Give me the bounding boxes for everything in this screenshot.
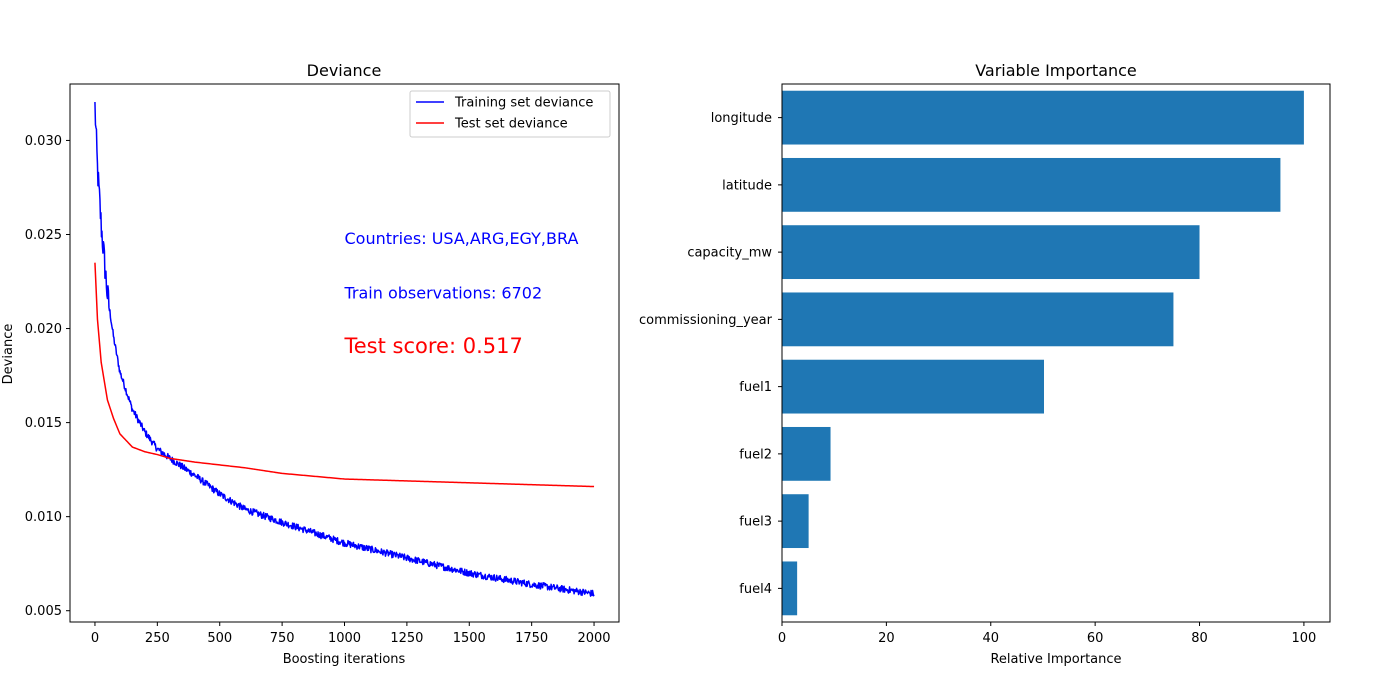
deviance-x-tick-label: 0: [91, 631, 99, 646]
deviance-legend: Training set deviance Test set deviance: [409, 90, 611, 138]
deviance-y-tick-label: 0.025: [25, 228, 62, 243]
importance-x-tick-label: 40: [982, 631, 999, 646]
importance-x-tick-label: 80: [1191, 631, 1208, 646]
deviance-chart-title: Deviance: [307, 61, 382, 80]
importance-x-tick-label: 100: [1291, 631, 1316, 646]
deviance-annotations: Countries: USA,ARG,EGY,BRA Train observat…: [344, 229, 579, 358]
importance-category-label: fuel3: [739, 515, 772, 530]
deviance-annotation-1: Train observations: 6702: [344, 283, 543, 302]
importance-x-axis-label: Relative Importance: [990, 652, 1121, 667]
importance-x-tick-label: 20: [878, 631, 895, 646]
deviance-x-axis: 0 250 500 750 1000 1250 1500 1750 2000: [91, 622, 611, 646]
importance-category-label: fuel4: [739, 582, 772, 597]
deviance-y-tick-label: 0.030: [25, 134, 62, 149]
deviance-y-axis: 0.005 0.010 0.015 0.020 0.025 0.030: [25, 134, 70, 619]
importance-bar-fuel3: [782, 494, 809, 549]
importance-x-tick-label: 0: [778, 631, 786, 646]
importance-bar-fuel1: [782, 359, 1044, 414]
deviance-x-tick-label: 2000: [577, 631, 610, 646]
importance-category-label: capacity_mw: [687, 246, 772, 261]
legend-label-0: Training set deviance: [454, 96, 593, 111]
importance-x-axis: 0 20 40 60 80 100: [778, 622, 1316, 646]
importance-category-label: latitude: [722, 178, 772, 193]
deviance-annotation-2: Test score: 0.517: [344, 334, 523, 358]
importance-bar-fuel2: [782, 426, 831, 481]
deviance-y-axis-label: Deviance: [1, 324, 16, 385]
importance-axes-frame: [781, 83, 1331, 623]
deviance-y-tick-label: 0.015: [25, 416, 62, 431]
deviance-x-tick-label: 500: [207, 631, 232, 646]
importance-category-label: longitude: [711, 111, 772, 126]
importance-chart: Variable Importance 0 20 40 60 80 100 longitu…: [639, 61, 1331, 667]
deviance-y-tick-label: 0.020: [25, 322, 62, 337]
deviance-series-group: [94, 102, 595, 597]
importance-bar-capacity_mw: [782, 225, 1200, 280]
deviance-y-tick-label: 0.010: [25, 510, 62, 525]
deviance-chart: Deviance 0 250 500 750 1000 1250 1500 1750 2000 …: [1, 61, 620, 667]
importance-category-label: fuel2: [739, 447, 772, 462]
importance-bar-longitude: [782, 90, 1304, 145]
series-line-1: [94, 262, 595, 488]
importance-y-axis: longitude latitude capacity_mw commissionin…: [639, 111, 782, 597]
importance-chart-title: Variable Importance: [975, 61, 1137, 80]
importance-bar-fuel4: [782, 561, 798, 616]
importance-x-tick-label: 60: [1087, 631, 1104, 646]
deviance-x-tick-label: 1000: [328, 631, 361, 646]
importance-category-label: commissioning_year: [639, 313, 773, 328]
deviance-y-tick-label: 0.005: [25, 604, 62, 619]
importance-bars: [781, 83, 1331, 623]
importance-bar-commissioning_year: [782, 292, 1174, 347]
series-line-0: [94, 102, 595, 597]
legend-label-1: Test set deviance: [454, 117, 568, 132]
deviance-x-tick-label: 1500: [453, 631, 486, 646]
deviance-x-tick-label: 250: [145, 631, 170, 646]
deviance-x-tick-label: 1750: [515, 631, 548, 646]
legend-box: [409, 90, 611, 138]
deviance-x-tick-label: 1250: [390, 631, 423, 646]
deviance-annotation-0: Countries: USA,ARG,EGY,BRA: [345, 229, 579, 248]
deviance-x-axis-label: Boosting iterations: [283, 652, 406, 667]
deviance-x-tick-label: 750: [270, 631, 295, 646]
importance-category-label: fuel1: [739, 380, 772, 395]
importance-bar-latitude: [782, 157, 1281, 212]
